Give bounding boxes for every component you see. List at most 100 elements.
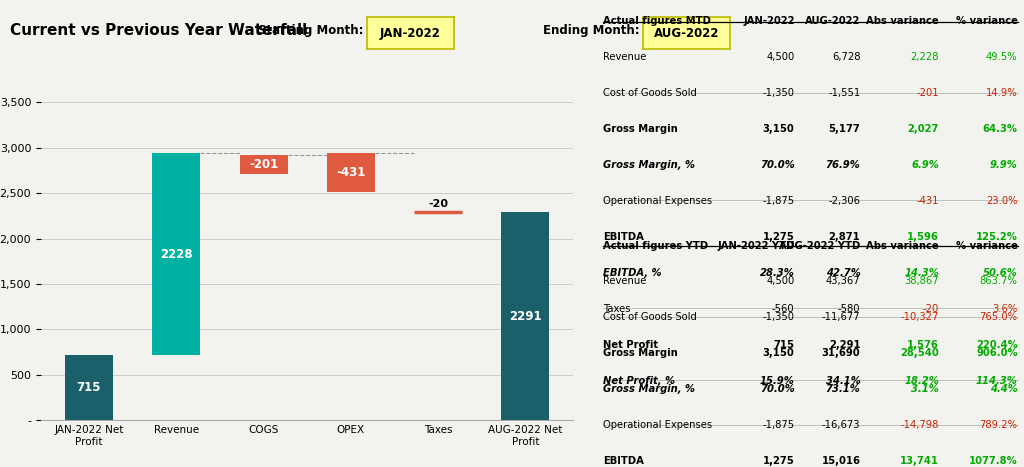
Text: 1,576: 1,576 — [907, 340, 939, 350]
Text: EBITDA, %: EBITDA, % — [603, 268, 662, 278]
Text: -560: -560 — [772, 304, 795, 314]
Text: 1,596: 1,596 — [907, 232, 939, 242]
Text: 3.1%: 3.1% — [911, 384, 939, 394]
Text: 1,275: 1,275 — [763, 456, 795, 466]
Text: -1,350: -1,350 — [763, 88, 795, 98]
Text: -20: -20 — [428, 199, 449, 209]
Text: 14.9%: 14.9% — [986, 88, 1018, 98]
Text: 2228: 2228 — [160, 248, 193, 261]
Text: 6.9%: 6.9% — [911, 160, 939, 170]
Text: -201: -201 — [916, 88, 939, 98]
Text: 13,741: 13,741 — [900, 456, 939, 466]
Text: % variance: % variance — [955, 241, 1018, 250]
Text: 1077.8%: 1077.8% — [969, 456, 1018, 466]
Text: 6,728: 6,728 — [831, 52, 860, 62]
Text: AUG-2022: AUG-2022 — [654, 27, 719, 40]
Text: 28,540: 28,540 — [900, 348, 939, 358]
Text: 50.6%: 50.6% — [983, 268, 1018, 278]
Text: -201: -201 — [249, 158, 279, 171]
Text: Gross Margin, %: Gross Margin, % — [603, 384, 695, 394]
Text: -1,350: -1,350 — [763, 312, 795, 322]
Text: 906.0%: 906.0% — [976, 348, 1018, 358]
Bar — [153, 153, 201, 355]
Text: Revenue: Revenue — [603, 52, 647, 62]
Text: -16,673: -16,673 — [822, 420, 860, 430]
Text: Gross Margin: Gross Margin — [603, 124, 678, 134]
Text: -2,306: -2,306 — [828, 196, 860, 206]
Text: -580: -580 — [838, 304, 860, 314]
Text: 789.2%: 789.2% — [980, 420, 1018, 430]
Text: 2,291: 2,291 — [828, 340, 860, 350]
Text: 70.0%: 70.0% — [760, 384, 795, 394]
Text: 715: 715 — [77, 382, 101, 394]
Text: Taxes: Taxes — [603, 304, 631, 314]
Text: 3,150: 3,150 — [763, 348, 795, 358]
Text: 2291: 2291 — [509, 310, 542, 323]
Text: Starting Month:: Starting Month: — [258, 24, 364, 37]
Text: AUG-2022 YTD: AUG-2022 YTD — [779, 241, 860, 250]
Text: Cost of Goods Sold: Cost of Goods Sold — [603, 312, 697, 322]
Text: JAN-2022: JAN-2022 — [743, 16, 795, 26]
Text: Gross Margin: Gross Margin — [603, 348, 678, 358]
Text: 73.1%: 73.1% — [825, 384, 860, 394]
Text: 4,500: 4,500 — [766, 52, 795, 62]
Text: Net Profit, %: Net Profit, % — [603, 376, 675, 386]
Text: Operational Expenses: Operational Expenses — [603, 196, 713, 206]
Text: 34.1%: 34.1% — [825, 376, 860, 386]
Text: 2,871: 2,871 — [828, 232, 860, 242]
Text: -431: -431 — [336, 166, 366, 179]
Text: -1,875: -1,875 — [763, 196, 795, 206]
Text: Operational Expenses: Operational Expenses — [603, 420, 713, 430]
Bar — [502, 212, 550, 420]
Text: Abs variance: Abs variance — [866, 16, 939, 26]
Text: 23.0%: 23.0% — [986, 196, 1018, 206]
Text: Actual figures MTD: Actual figures MTD — [603, 16, 711, 26]
Text: 3,150: 3,150 — [763, 124, 795, 134]
Text: 42.7%: 42.7% — [825, 268, 860, 278]
Text: 49.5%: 49.5% — [986, 52, 1018, 62]
Text: JAN-2022 YTD: JAN-2022 YTD — [717, 241, 795, 250]
Text: Current vs Previous Year Waterfall: Current vs Previous Year Waterfall — [10, 23, 307, 38]
Text: Abs variance: Abs variance — [866, 241, 939, 250]
Text: AUG-2022: AUG-2022 — [805, 16, 860, 26]
Text: Gross Margin, %: Gross Margin, % — [603, 160, 695, 170]
Text: -11,677: -11,677 — [822, 312, 860, 322]
Text: 1,275: 1,275 — [763, 232, 795, 242]
Bar — [240, 156, 288, 174]
Text: Net Profit: Net Profit — [603, 340, 658, 350]
Text: Revenue: Revenue — [603, 276, 647, 286]
Text: EBITDA: EBITDA — [603, 456, 644, 466]
Text: 715: 715 — [773, 340, 795, 350]
Text: EBITDA: EBITDA — [603, 232, 644, 242]
Text: 9.9%: 9.9% — [990, 160, 1018, 170]
Text: % variance: % variance — [955, 16, 1018, 26]
Text: 220.4%: 220.4% — [976, 340, 1018, 350]
Text: Actual figures YTD: Actual figures YTD — [603, 241, 709, 250]
Text: 28.3%: 28.3% — [760, 268, 795, 278]
Text: -10,327: -10,327 — [901, 312, 939, 322]
Text: 14.3%: 14.3% — [904, 268, 939, 278]
Text: 2,027: 2,027 — [907, 124, 939, 134]
Text: 15.9%: 15.9% — [760, 376, 795, 386]
Text: -1,875: -1,875 — [763, 420, 795, 430]
Text: 765.0%: 765.0% — [980, 312, 1018, 322]
Text: 4,500: 4,500 — [766, 276, 795, 286]
Text: 4.4%: 4.4% — [990, 384, 1018, 394]
Text: 15,016: 15,016 — [821, 456, 860, 466]
Bar — [65, 355, 113, 420]
Text: 76.9%: 76.9% — [825, 160, 860, 170]
Text: 38,867: 38,867 — [904, 276, 939, 286]
Text: 114.3%: 114.3% — [976, 376, 1018, 386]
Text: 70.0%: 70.0% — [760, 160, 795, 170]
Text: JAN-2022: JAN-2022 — [380, 27, 440, 40]
Text: -14,798: -14,798 — [901, 420, 939, 430]
Text: 64.3%: 64.3% — [983, 124, 1018, 134]
Text: 3.6%: 3.6% — [992, 304, 1018, 314]
Text: 43,367: 43,367 — [825, 276, 860, 286]
Bar — [327, 153, 375, 192]
Text: Ending Month:: Ending Month: — [544, 24, 640, 37]
Text: 2,228: 2,228 — [910, 52, 939, 62]
Text: 18.2%: 18.2% — [904, 376, 939, 386]
Text: 5,177: 5,177 — [828, 124, 860, 134]
Text: -20: -20 — [923, 304, 939, 314]
